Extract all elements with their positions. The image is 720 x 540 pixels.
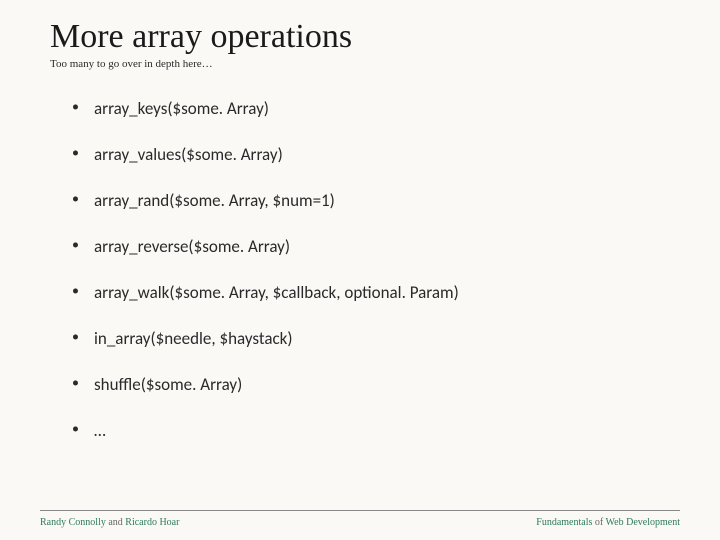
list-item: array_reverse($some. Array) bbox=[72, 236, 670, 257]
bullet-list: array_keys($some. Array) array_values($s… bbox=[50, 98, 670, 441]
list-item: array_values($some. Array) bbox=[72, 144, 670, 165]
slide-title: More array operations bbox=[50, 18, 670, 56]
footer-of: of bbox=[592, 517, 605, 528]
list-item: shuffle($some. Array) bbox=[72, 374, 670, 395]
list-item: array_rand($some. Array, $num=1) bbox=[72, 190, 670, 211]
book-word: Fundamentals bbox=[536, 517, 592, 528]
slide-subtitle: Too many to go over in depth here… bbox=[50, 58, 670, 70]
list-item: … bbox=[72, 420, 670, 441]
footer-and: and bbox=[106, 517, 125, 528]
author-name: Ricardo Hoar bbox=[125, 517, 179, 528]
list-item: array_walk($some. Array, $callback, opti… bbox=[72, 282, 670, 303]
footer-book: Fundamentals of Web Development bbox=[536, 517, 680, 528]
footer-authors: Randy Connolly and Ricardo Hoar bbox=[40, 517, 179, 528]
list-item: in_array($needle, $haystack) bbox=[72, 328, 670, 349]
author-name: Randy Connolly bbox=[40, 517, 106, 528]
list-item: array_keys($some. Array) bbox=[72, 98, 670, 119]
book-word: Web Development bbox=[606, 517, 680, 528]
slide-footer: Randy Connolly and Ricardo Hoar Fundamen… bbox=[40, 510, 680, 528]
footer-line: Randy Connolly and Ricardo Hoar Fundamen… bbox=[40, 517, 680, 528]
slide-content: More array operations Too many to go ove… bbox=[0, 0, 720, 441]
footer-divider bbox=[40, 510, 680, 511]
